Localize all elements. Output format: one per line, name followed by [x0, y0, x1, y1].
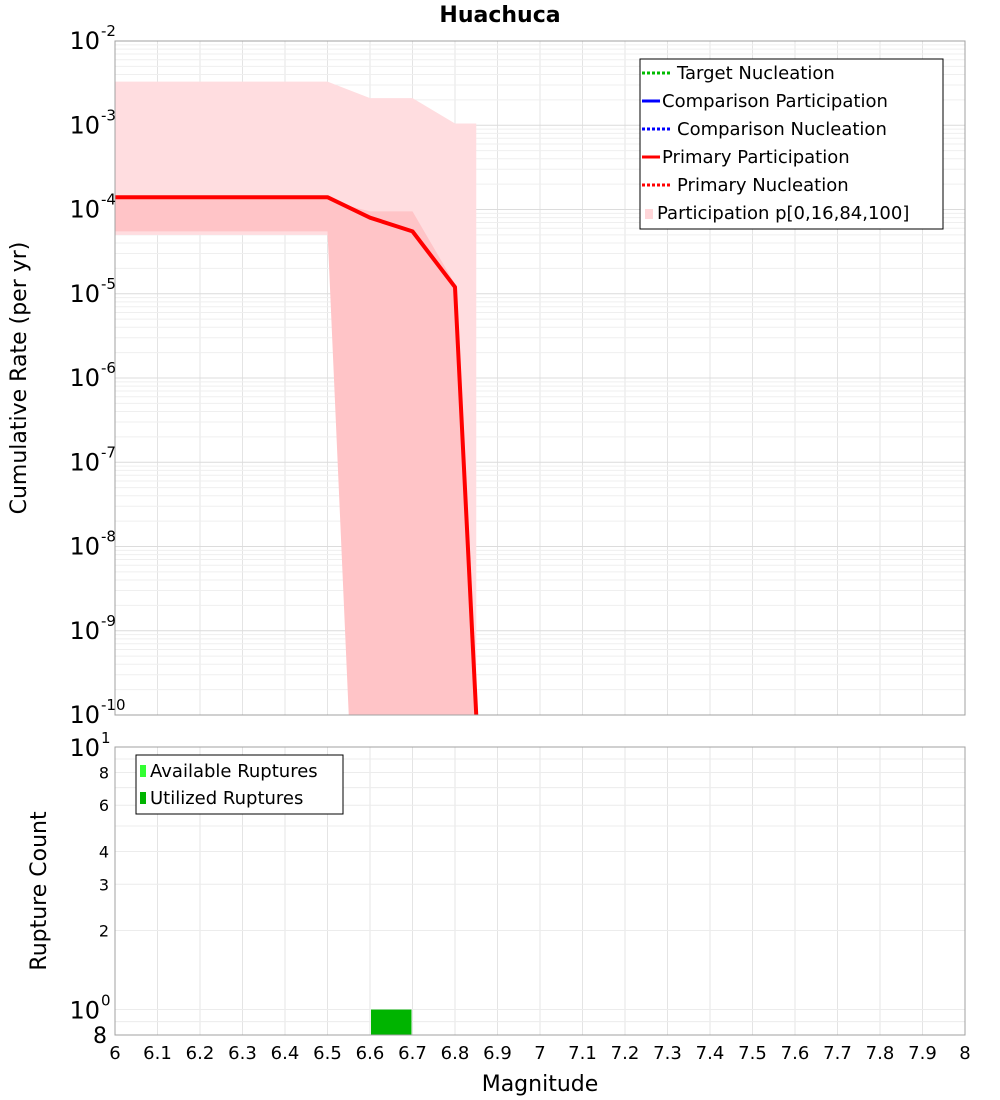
bottom-y-minor-tick-label: 8 — [99, 763, 109, 782]
top-y-axis-label: Cumulative Rate (per yr) — [7, 242, 32, 515]
x-tick-label: 6.4 — [271, 1043, 300, 1064]
x-tick-label: 7.1 — [568, 1043, 597, 1064]
top-legend-box — [639, 58, 944, 230]
x-tick-label: 7 — [534, 1043, 545, 1064]
legend-label: Comparison Participation — [662, 91, 888, 112]
bottom-y-tick-label: 10 — [69, 997, 100, 1025]
legend-label: Comparison Nucleation — [677, 119, 887, 140]
x-tick-label: 6.8 — [441, 1043, 470, 1064]
x-tick-label: 6.1 — [143, 1043, 172, 1064]
top-y-tick-exponent: -8 — [101, 528, 116, 546]
top-y-tick-label: 10 — [69, 196, 100, 224]
x-ticks: 6 6.1 6.2 6.3 6.4 6.5 6.6 6.7 6.8 6.9 7 7.1 7.2 7.3 7.… — [109, 1043, 970, 1064]
top-y-tick-exponent: -2 — [101, 22, 116, 40]
top-y-tick-label: 10 — [69, 701, 100, 729]
top-y-tick-label: 10 — [69, 111, 100, 139]
top-y-tick-label: 10 — [69, 364, 100, 392]
top-y-tick-label: 10 — [69, 27, 100, 55]
top-y-tick-exponent: -7 — [101, 443, 116, 461]
x-tick-label: 7.8 — [866, 1043, 895, 1064]
bottom-y-tick-exponent: 1 — [101, 729, 111, 747]
legend-label: Primary Nucleation — [677, 175, 849, 196]
x-tick-label: 8 — [959, 1043, 970, 1064]
bottom-legend: Available Ruptures Utilized Ruptures — [135, 754, 344, 815]
legend-label: Target Nucleation — [676, 63, 835, 84]
x-tick-label: 6 — [109, 1043, 120, 1064]
top-y-tick-label: 10 — [69, 617, 100, 645]
top-y-tick-exponent: -4 — [101, 191, 116, 209]
x-tick-label: 7.7 — [823, 1043, 852, 1064]
bottom-y-tick-label: 10 — [69, 734, 100, 762]
band-p16-p84 — [115, 197, 477, 715]
x-tick-label: 6.9 — [483, 1043, 512, 1064]
x-tick-label: 7.3 — [653, 1043, 682, 1064]
top-y-tick-label: 10 — [69, 448, 100, 476]
bar-utilized-ruptures — [371, 1009, 412, 1035]
x-tick-label: 6.6 — [356, 1043, 385, 1064]
x-tick-label: 7.2 — [611, 1043, 640, 1064]
legend-label: Utilized Ruptures — [150, 788, 303, 809]
x-tick-label: 7.9 — [908, 1043, 937, 1064]
legend-swatch — [140, 765, 146, 777]
x-tick-label: 6.3 — [228, 1043, 257, 1064]
chart-title: Huachuca — [439, 3, 560, 28]
x-tick-label: 6.2 — [186, 1043, 215, 1064]
bottom-y-tick-exponent: 0 — [101, 992, 111, 1010]
x-tick-label: 6.5 — [313, 1043, 342, 1064]
top-y-ticks: 10-210-310-410-510-610-710-810-910-10 — [69, 22, 125, 729]
legend-label: Participation p[0,16,84,100] — [657, 203, 909, 224]
x-axis-label: Magnitude — [482, 1072, 599, 1097]
series-line-primary-participation — [115, 195, 479, 716]
x-tick-label: 7.5 — [738, 1043, 767, 1064]
x-tick-label: 6.7 — [398, 1043, 427, 1064]
bottom-plot-border — [114, 746, 966, 1036]
top-lines — [115, 195, 479, 716]
bottom-y-axis-label: Rupture Count — [27, 811, 52, 971]
top-y-tick-exponent: -9 — [101, 612, 116, 630]
legend-swatch — [140, 792, 146, 804]
top-legend: Target Nucleation Comparison Participatio… — [639, 58, 944, 230]
top-y-tick-exponent: -3 — [101, 106, 116, 124]
bottom-y-minor-tick-label: 4 — [99, 842, 109, 861]
legend-swatch — [645, 209, 653, 219]
top-plot-panel: 10-210-310-410-510-610-710-810-910-10 Cu… — [7, 22, 966, 729]
x-tick-label: 7.4 — [696, 1043, 725, 1064]
bottom-y-minor-tick-label: 8 — [93, 1024, 107, 1049]
top-y-tick-exponent: -6 — [101, 359, 116, 377]
top-y-tick-exponent: -5 — [101, 275, 116, 293]
top-y-tick-exponent: -10 — [101, 696, 126, 714]
bottom-legend-box — [135, 754, 344, 815]
bottom-bars — [371, 1009, 412, 1035]
legend-label: Available Ruptures — [150, 761, 318, 782]
legend-label: Primary Participation — [662, 147, 850, 168]
bottom-y-minor-tick-label: 3 — [99, 875, 109, 894]
top-plot-border — [114, 40, 966, 716]
x-tick-label: 7.6 — [781, 1043, 810, 1064]
top-bands — [115, 81, 477, 716]
top-y-tick-label: 10 — [69, 533, 100, 561]
bottom-y-minor-tick-label: 2 — [99, 922, 109, 941]
bottom-y-minor-tick-label: 6 — [99, 796, 109, 815]
top-y-tick-label: 10 — [69, 280, 100, 308]
